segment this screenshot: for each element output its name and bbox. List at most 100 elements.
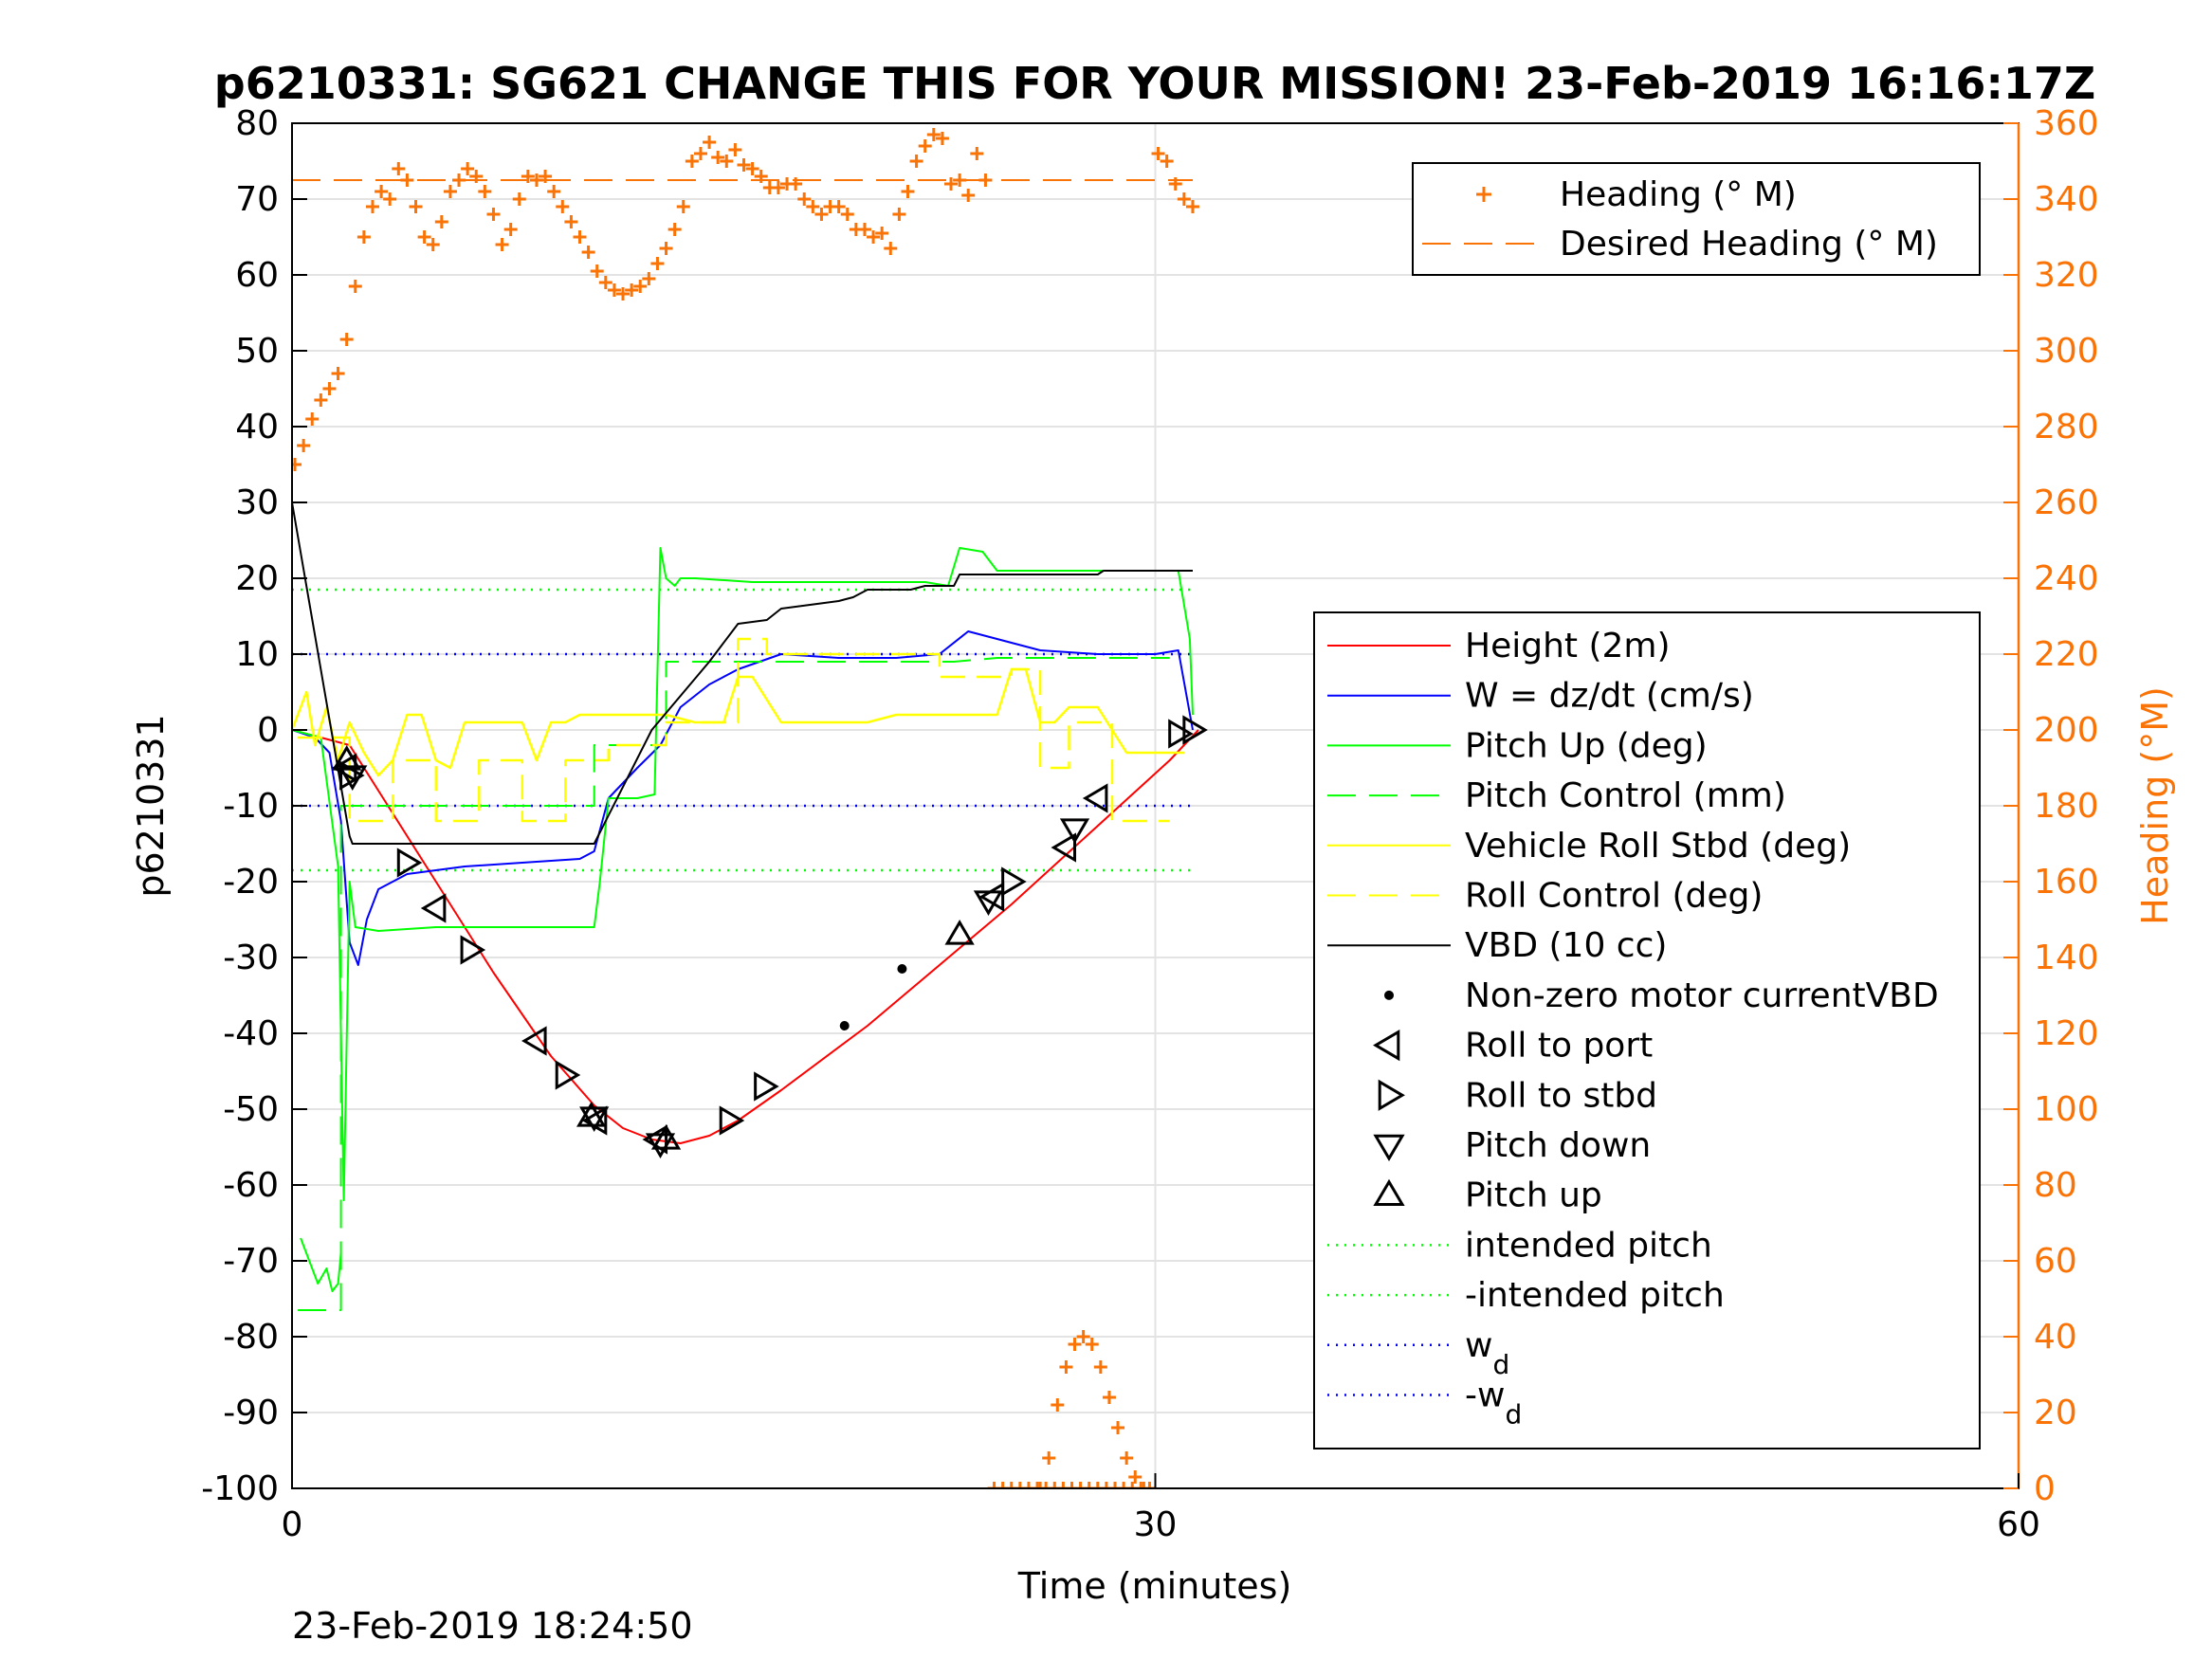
marker-roll-to-stbd xyxy=(719,1105,745,1136)
marker-pitch-down xyxy=(338,765,368,791)
legend-main-label: Pitch up xyxy=(1465,1176,1602,1215)
heading-point xyxy=(884,242,898,255)
y-tick-label: -10 xyxy=(223,787,279,826)
heading-point xyxy=(292,458,302,471)
heading-point xyxy=(331,367,345,380)
y-axis-label: p6210331 xyxy=(130,714,172,897)
y-tick-label: 40 xyxy=(235,408,279,447)
legend-sample-tri-down xyxy=(1373,1134,1405,1161)
heading-point xyxy=(581,246,595,259)
heading-point xyxy=(996,1482,1010,1488)
x-tick-label: 60 xyxy=(1997,1505,2040,1544)
legend-top-label: Desired Heading (° M) xyxy=(1560,225,1938,264)
heading-point xyxy=(711,151,725,164)
legend-main-label: Height (2m) xyxy=(1465,627,1671,665)
heading-point xyxy=(1004,1482,1018,1488)
y-tick-label: 80 xyxy=(235,104,279,143)
heading-point xyxy=(1065,1482,1079,1488)
heading-point xyxy=(383,192,397,206)
y-tick-label: 20 xyxy=(235,559,279,598)
marker-pitch-up xyxy=(944,920,975,945)
marker-pitch-down xyxy=(973,890,1004,916)
legend-main-box xyxy=(1313,611,1981,1449)
heading-point xyxy=(659,242,673,255)
y-tick-label: -100 xyxy=(201,1469,279,1508)
heading-point xyxy=(573,230,587,244)
marker-motor-current xyxy=(897,964,907,974)
heading-point xyxy=(1076,1330,1090,1343)
heading-point xyxy=(426,238,440,251)
heading-point xyxy=(987,1482,1001,1488)
markers-roll-to-stbd xyxy=(339,715,1208,1136)
heading-point xyxy=(1033,1482,1048,1488)
marker-roll-to-port xyxy=(521,1026,547,1056)
heading-point xyxy=(503,223,518,236)
heading-point xyxy=(1059,1360,1073,1374)
heading-point xyxy=(806,200,820,213)
heading-point xyxy=(1108,1482,1123,1488)
y-tick-label: -90 xyxy=(223,1394,279,1432)
y-tick-label: 50 xyxy=(235,332,279,371)
legend-main-label: Pitch Control (mm) xyxy=(1465,776,1786,815)
series-heading-m xyxy=(292,128,1199,1488)
y-right-tick-label: 120 xyxy=(2034,1014,2099,1053)
heading-point xyxy=(970,147,984,160)
series-pitch-up-deg-surface xyxy=(300,1237,342,1292)
heading-point xyxy=(443,185,457,198)
heading-point xyxy=(1048,1482,1062,1488)
heading-point xyxy=(728,143,742,156)
marker-motor-current xyxy=(839,1021,850,1030)
heading-point xyxy=(867,230,881,244)
y-right-tick-label: 200 xyxy=(2034,711,2099,750)
legend-sample-tri-left xyxy=(1373,1029,1400,1062)
heading-point xyxy=(737,158,751,172)
heading-point xyxy=(1085,1338,1099,1351)
marker-roll-to-port xyxy=(420,893,447,923)
y-tick-label: 60 xyxy=(235,256,279,295)
heading-point xyxy=(616,287,631,301)
data-layer xyxy=(292,128,1208,1488)
heading-point xyxy=(745,162,759,175)
heading-point xyxy=(676,200,690,213)
heading-point xyxy=(547,185,561,198)
legend-main-label: Vehicle Roll Stbd (deg) xyxy=(1465,827,1851,866)
heading-point xyxy=(1151,147,1165,160)
marker-pitch-up xyxy=(576,1102,607,1127)
legend-sample-tri-up xyxy=(1373,1178,1405,1206)
y-tick-label: 0 xyxy=(257,711,279,750)
heading-point xyxy=(944,177,959,191)
heading-point xyxy=(322,382,337,395)
heading-point xyxy=(1090,1482,1105,1488)
heading-point xyxy=(667,223,682,236)
marker-pitch-up xyxy=(332,745,362,771)
y-axis-right-label: Heading (°M) xyxy=(2134,686,2176,925)
axes-layer: 80706050403020100-10-20-30-40-50-60-70-8… xyxy=(201,104,2098,1544)
heading-point xyxy=(1099,1482,1113,1488)
heading-point xyxy=(1013,1482,1027,1488)
heading-point xyxy=(875,227,889,240)
y-tick-label: -20 xyxy=(223,863,279,902)
y-tick-label: -80 xyxy=(223,1318,279,1357)
y-tick-label: 30 xyxy=(235,483,279,522)
legend-main-label: intended pitch xyxy=(1465,1226,1712,1265)
y-tick-label: -50 xyxy=(223,1090,279,1129)
heading-point xyxy=(1021,1482,1035,1488)
y-right-tick-label: 320 xyxy=(2034,256,2099,295)
series-pitch-control-mm xyxy=(298,657,1170,1311)
marker-pitch-down xyxy=(1059,818,1090,844)
markers-nonzero-motor-vbd xyxy=(839,964,907,1030)
y-right-tick-label: 220 xyxy=(2034,635,2099,674)
heading-point xyxy=(633,280,648,293)
y-tick-label: -40 xyxy=(223,1014,279,1053)
heading-point xyxy=(1042,1451,1056,1465)
y-right-tick-label: 360 xyxy=(2034,104,2099,143)
heading-point xyxy=(339,333,354,346)
heading-point xyxy=(1185,200,1199,213)
legend-main-label: VBD (10 cc) xyxy=(1465,926,1667,965)
y-right-tick-label: 160 xyxy=(2034,863,2099,902)
marker-roll-to-stbd xyxy=(1168,719,1194,749)
markers-pitch-up xyxy=(332,745,975,1150)
heading-point xyxy=(1134,1482,1148,1488)
heading-point xyxy=(590,264,604,278)
